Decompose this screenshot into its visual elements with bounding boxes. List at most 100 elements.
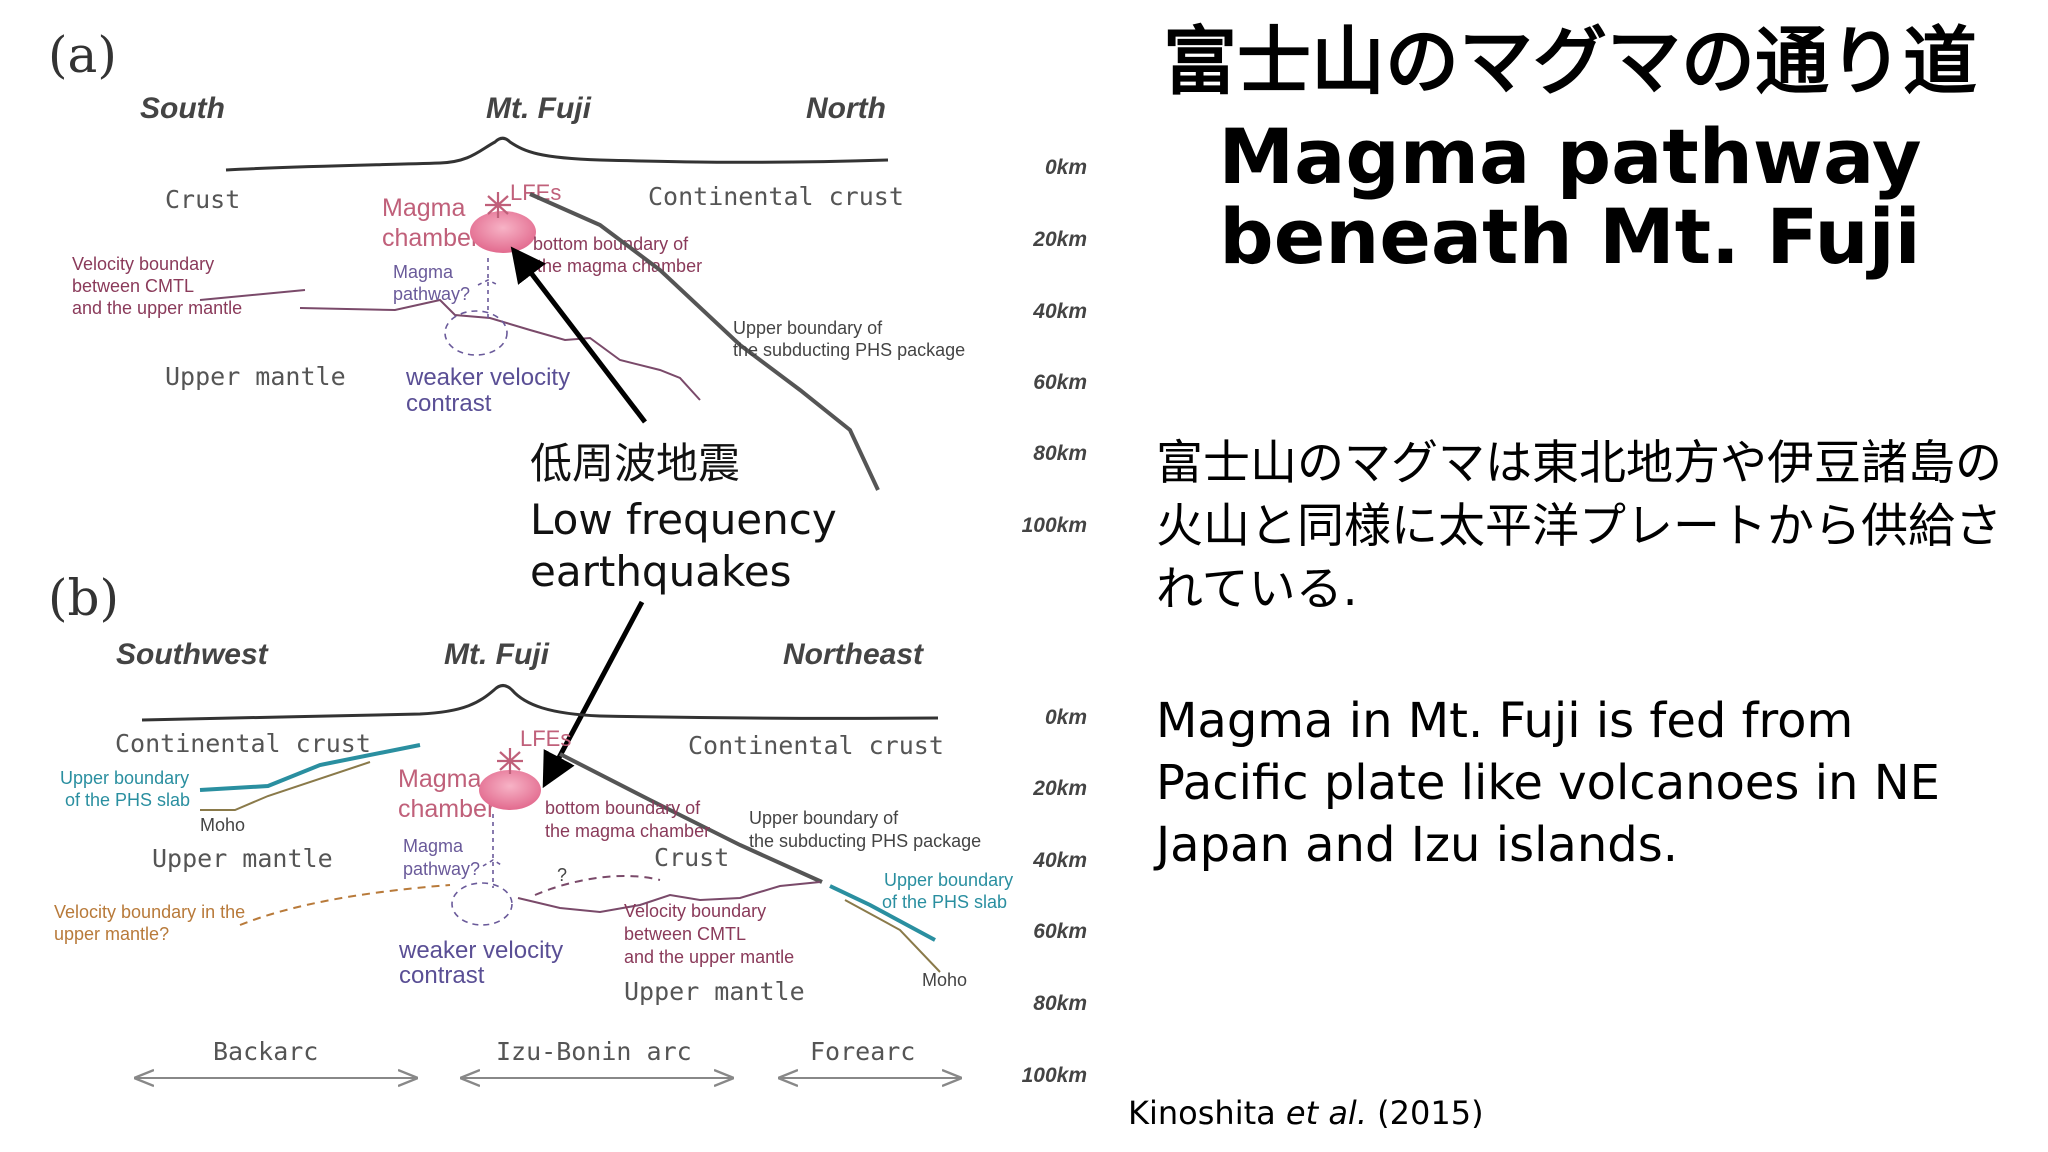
panel-b-magma-pathway-label-2: pathway?	[403, 859, 480, 879]
slide-text-column: 富士山のマグマの通り道 Magma pathway beneath Mt. Fu…	[1110, 0, 2030, 1152]
kinoshita-cross-section-figure: (a) South Mt. Fuji North Crust Continent…	[48, 26, 1087, 1152]
depth-scale-a: 0km 20km 40km 60km 80km 100km	[1022, 156, 1087, 537]
panel-b-topography-line	[141, 684, 939, 722]
panel-a-label: (a)	[48, 26, 117, 84]
depth-label: 20km	[1032, 228, 1087, 251]
panel-a-topography-line	[225, 136, 889, 172]
panel-b-velocity-dashed-arc	[534, 875, 661, 896]
panel-b-subducting-slab-line	[559, 752, 823, 884]
panel-b-label: (b)	[48, 569, 119, 627]
panel-b-continental-crust-right-label: Continental crust	[688, 731, 944, 760]
panel-a-mt-fuji-label: Mt. Fuji	[486, 92, 592, 125]
panel-b-upper-mantle-bottom-label: Upper mantle	[624, 977, 805, 1006]
panel-b-upper-boundary-phs-label-2: of the PHS slab	[65, 790, 190, 810]
depth-label: 100km	[1022, 514, 1087, 537]
lfe-annotation-en-1: Low frequency	[530, 495, 837, 544]
panel-b-weaker-velocity-label-2: contrast	[399, 962, 485, 989]
panel-b-mt-fuji-label: Mt. Fuji	[444, 638, 550, 671]
panel-b-magma-chamber-label-1: Magma	[398, 765, 481, 793]
panel-b-magma-chamber-label-2: chamber	[398, 795, 495, 823]
panel-b-upper-boundary-slab-label-1: Upper boundary	[884, 870, 1013, 890]
panel-a-velocity-boundary-label-3: and the upper mantle	[72, 298, 242, 318]
panel-a: (a) South Mt. Fuji North Crust Continent…	[48, 26, 965, 491]
panel-a-bottom-boundary-label-2: the magma chamber	[537, 256, 702, 276]
depth-label: 40km	[1032, 849, 1087, 872]
panel-a-magma-chamber-label-1: Magma	[382, 194, 465, 222]
title-english-line-1: Magma pathway	[1218, 112, 1922, 201]
depth-label: 100km	[1022, 1064, 1087, 1087]
panel-a-magma-chamber-label-2: chamber	[382, 224, 479, 252]
panel-b-question-mark: ?	[557, 865, 567, 885]
panel-b-velocity-boundary-mid-label-1: Velocity boundary	[624, 901, 766, 921]
panel-a-continental-crust-label: Continental crust	[648, 182, 904, 211]
panel-a-north-label: North	[806, 92, 886, 125]
depth-label: 80km	[1033, 442, 1087, 465]
panel-b-weaker-velocity-label-1: weaker velocity	[398, 937, 563, 964]
lfe-annotation: 低周波地震 Low frequency earthquakes	[510, 246, 837, 789]
panel-b-velocity-boundary-left-label-2: upper mantle?	[54, 924, 169, 944]
panel-a-lfes-label: LFEs	[510, 180, 561, 205]
depth-label: 0km	[1045, 156, 1087, 179]
panel-b-velocity-boundary-left-label-1: Velocity boundary in the	[54, 902, 245, 922]
panel-b-upper-boundary-sub-label-1: Upper boundary of	[749, 808, 899, 828]
panel-b-continental-crust-left-label: Continental crust	[115, 729, 371, 758]
arrow-to-panel-b-lfes	[542, 600, 645, 789]
panel-b-lfe-stars	[497, 748, 523, 774]
panel-a-weaker-velocity-label-2: contrast	[406, 390, 492, 417]
panel-b-upper-boundary-slab-label-2: of the PHS slab	[882, 892, 1007, 912]
panel-b-magma-pathway-dashed	[482, 814, 504, 888]
panel-a-velocity-boundary-label-1: Velocity boundary	[72, 254, 214, 274]
citation-year: (2015)	[1377, 1094, 1484, 1132]
panel-a-magma-chamber	[470, 211, 536, 253]
panel-b-velocity-boundary-mid-line	[517, 881, 821, 914]
depth-scale-b: 0km 20km 40km 60km 80km 100km	[1022, 706, 1087, 1087]
panel-a-magma-pathway-dashed	[477, 258, 499, 320]
panel-b-moho-left-label: Moho	[200, 815, 245, 835]
citation: Kinoshita et al. (2015)	[1128, 1094, 1484, 1132]
panel-a-velocity-boundary-line	[199, 289, 701, 401]
panel-b-upper-boundary-sub-label-2: the subducting PHS package	[749, 831, 981, 851]
panel-b-bottom-boundary-label-1: bottom boundary of	[545, 798, 701, 818]
panel-b-crust-label: Crust	[654, 843, 729, 872]
panel-b-weak-zone-dashed	[451, 882, 513, 926]
panel-a-upper-boundary-label-2: the subducting PHS package	[733, 340, 965, 360]
title-english-line-2: beneath Mt. Fuji	[1219, 192, 1921, 281]
panel-b-forearc-label: Forearc	[810, 1037, 915, 1066]
panel-b-velocity-boundary-mid-label-3: and the upper mantle	[624, 947, 794, 967]
panel-a-weaker-velocity-label-1: weaker velocity	[405, 364, 570, 391]
body-text-japanese: 富士山のマグマは東北地方や伊豆諸島の火山と同様に太平洋プレートから供給されている…	[1156, 436, 2002, 617]
panel-b-phs-slab-left	[199, 743, 421, 792]
panel-b-phs-slab-right	[829, 884, 936, 942]
panel-a-upper-boundary-label-1: Upper boundary of	[733, 318, 883, 338]
depth-label: 40km	[1032, 300, 1087, 323]
depth-label: 60km	[1033, 920, 1087, 943]
panel-b-upper-mantle-left-label: Upper mantle	[152, 844, 333, 873]
panel-b-velocity-boundary-left-dashed	[239, 884, 451, 926]
citation-etal: et al.	[1285, 1094, 1367, 1132]
panel-b-bottom-boundary-label-2: the magma chamber	[545, 821, 710, 841]
panel-a-upper-mantle-label: Upper mantle	[165, 362, 346, 391]
panel-b-upper-boundary-phs-label-1: Upper boundary	[60, 768, 189, 788]
panel-a-bottom-boundary-label-1: bottom boundary of	[533, 234, 689, 254]
panel-a-weak-zone-dashed	[444, 310, 508, 356]
depth-label: 60km	[1033, 371, 1087, 394]
panel-b-backarc-label: Backarc	[213, 1037, 318, 1066]
lfe-annotation-jp: 低周波地震	[530, 439, 740, 488]
depth-label: 0km	[1045, 706, 1087, 729]
panel-b-moho-right	[844, 899, 941, 973]
panel-a-south-label: South	[140, 92, 225, 125]
title-japanese: 富士山のマグマの通り道	[1163, 19, 1977, 105]
panel-b-lfes-label: LFEs	[520, 726, 571, 751]
panel-b-moho-right-label: Moho	[922, 970, 967, 990]
panel-b-magma-pathway-label-1: Magma	[403, 836, 464, 856]
citation-author: Kinoshita	[1128, 1094, 1276, 1132]
depth-label: 20km	[1032, 777, 1087, 800]
panel-b-moho-left	[200, 761, 371, 811]
panel-b-magma-chamber	[479, 770, 541, 810]
body-text-english: Magma in Mt. Fuji is fed from Pacific pl…	[1156, 693, 1940, 873]
panel-b-velocity-boundary-mid-label-2: between CMTL	[624, 924, 746, 944]
arrow-to-panel-a-lfes	[510, 246, 647, 424]
depth-label: 80km	[1033, 992, 1087, 1015]
panel-a-subducting-slab-line	[529, 192, 880, 491]
panel-a-magma-pathway-label-2: pathway?	[393, 284, 470, 304]
